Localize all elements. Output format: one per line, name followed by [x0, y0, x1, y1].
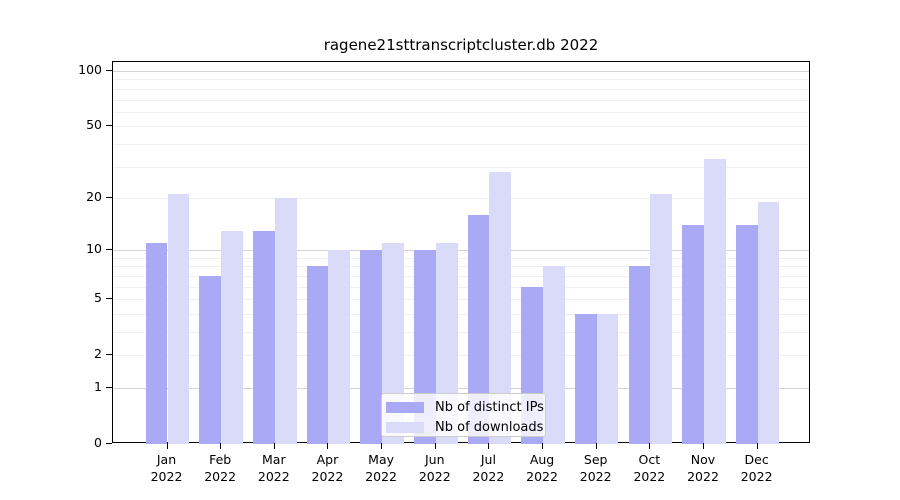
legend-label-downloads: Nb of downloads: [435, 420, 544, 435]
bar-downloads-mar: [274, 197, 297, 444]
legend-label-distinct-ips: Nb of distinct IPs: [435, 400, 544, 415]
bar-distinct-ips-jul: [467, 215, 490, 444]
x-tick-label-jul: Jul 2022: [472, 452, 505, 484]
bar-distinct-ips-feb: [199, 275, 222, 444]
bar-downloads-jul: [489, 171, 512, 444]
bar-distinct-ips-jan: [145, 243, 168, 444]
x-tick-label-jun: Jun 2022: [418, 452, 451, 484]
x-tick-mark-oct: [649, 443, 651, 449]
gridline-minor-20: [113, 197, 809, 199]
bar-downloads-nov: [704, 159, 726, 444]
x-tick-label-aug: Aug 2022: [526, 452, 558, 484]
gridline-minor-40: [113, 143, 809, 145]
gridline-major-1: [113, 387, 809, 389]
chart-title: ragene21sttranscriptcluster.db 2022: [323, 36, 599, 54]
gridline-minor-8: [113, 266, 809, 268]
bar-downloads-dec: [757, 201, 780, 444]
x-tick-label-mar: Mar 2022: [257, 452, 290, 484]
x-tick-label-oct: Oct 2022: [633, 452, 666, 484]
gridline-minor-9: [113, 257, 809, 259]
gridline-minor-70: [113, 99, 809, 101]
bar-downloads-sep: [596, 313, 619, 444]
y-tick-mark-20: [106, 196, 112, 198]
x-tick-label-sep: Sep 2022: [579, 452, 612, 484]
x-tick-label-feb: Feb 2022: [204, 452, 237, 484]
gridline-minor-50: [113, 126, 809, 128]
y-tick-label-50: 50: [86, 117, 102, 133]
x-tick-mark-dec: [756, 443, 758, 449]
gridline-minor-4: [113, 313, 809, 315]
legend-item-distinct-ips: Nb of distinct IPs: [386, 399, 544, 416]
gridline-minor-90: [113, 79, 809, 81]
x-tick-mark-feb: [220, 443, 222, 449]
x-tick-mark-mar: [273, 443, 275, 449]
y-tick-label-2: 2: [94, 346, 102, 362]
y-tick-label-20: 20: [86, 188, 102, 204]
bar-distinct-ips-nov: [682, 225, 704, 444]
gridline-minor-2: [113, 355, 809, 357]
bar-downloads-feb: [221, 230, 243, 444]
y-tick-mark-5: [106, 298, 112, 300]
x-tick-mark-jun: [434, 443, 436, 449]
bar-distinct-ips-may: [360, 250, 383, 444]
bar-downloads-aug: [543, 266, 565, 444]
gridline-minor-5: [113, 299, 809, 301]
x-tick-label-dec: Dec 2022: [740, 452, 773, 484]
x-tick-mark-nov: [703, 443, 704, 449]
y-tick-mark-50: [106, 125, 112, 127]
y-tick-label-10: 10: [86, 241, 102, 257]
legend-swatch-distinct-ips: [386, 402, 424, 413]
bar-distinct-ips-mar: [253, 230, 275, 444]
gridline-minor-3: [113, 331, 809, 333]
x-tick-mark-may: [381, 443, 383, 449]
x-tick-label-may: May 2022: [365, 452, 397, 484]
x-tick-label-jan: Jan 2022: [150, 452, 183, 484]
plot-area: [112, 61, 810, 444]
x-tick-label-nov: Nov 2022: [687, 452, 719, 484]
x-tick-mark-sep: [595, 443, 597, 449]
legend-item-downloads: Nb of downloads: [386, 419, 543, 436]
gridline-minor-80: [113, 88, 809, 90]
gridline-minor-30: [113, 166, 809, 168]
y-tick-mark-0: [106, 443, 112, 444]
y-tick-label-5: 5: [94, 290, 102, 306]
bar-distinct-ips-dec: [735, 225, 758, 444]
bar-downloads-oct: [650, 194, 673, 444]
gridline-major-10: [113, 250, 809, 252]
x-tick-mark-apr: [327, 443, 329, 449]
bar-distinct-ips-oct: [628, 266, 651, 444]
gridline-minor-7: [113, 275, 809, 277]
gridline-major-100: [113, 71, 809, 73]
y-tick-label-1: 1: [94, 378, 102, 394]
bar-distinct-ips-apr: [306, 266, 329, 444]
y-tick-mark-100: [106, 70, 112, 72]
gridline-minor-6: [113, 286, 809, 288]
bar-distinct-ips-sep: [574, 313, 597, 444]
bar-downloads-apr: [328, 250, 351, 444]
legend-swatch-downloads: [386, 422, 424, 433]
legend: Nb of distinct IPs Nb of downloads: [381, 393, 546, 437]
y-tick-label-0: 0: [94, 435, 102, 450]
y-tick-mark-10: [106, 249, 112, 251]
x-tick-label-apr: Apr 2022: [311, 452, 344, 484]
x-tick-mark-jan: [166, 443, 168, 449]
y-tick-mark-1: [106, 386, 112, 388]
y-tick-label-100: 100: [78, 62, 102, 78]
gridline-minor-60: [113, 111, 809, 113]
bar-downloads-jan: [167, 194, 190, 444]
x-tick-mark-aug: [542, 443, 544, 449]
y-tick-mark-2: [106, 354, 112, 356]
x-tick-mark-jul: [488, 443, 490, 449]
